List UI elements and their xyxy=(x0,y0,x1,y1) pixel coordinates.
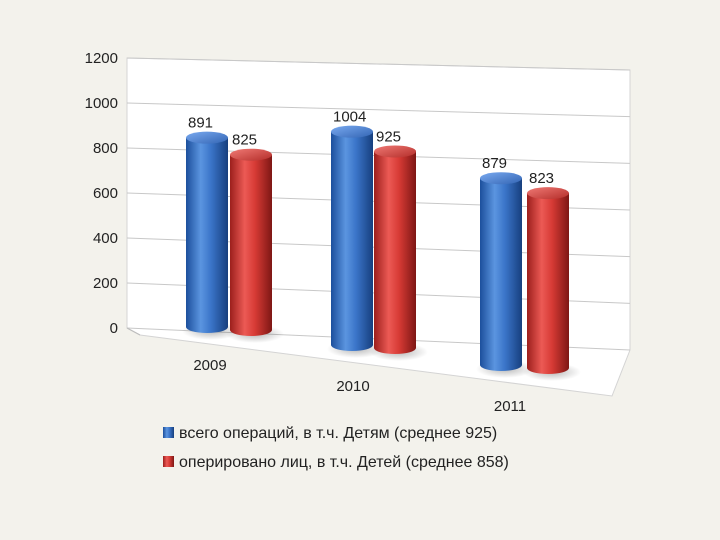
bar xyxy=(374,151,416,354)
legend-label: оперировано лиц, в т.ч. Детей (среднее 8… xyxy=(179,454,509,471)
data-label: 823 xyxy=(529,170,554,187)
bar xyxy=(527,193,569,374)
bar xyxy=(480,178,522,371)
y-tick-label: 800 xyxy=(93,140,118,157)
bar-top xyxy=(480,172,522,185)
bar-top xyxy=(374,145,416,158)
gridline xyxy=(126,57,631,71)
bar xyxy=(186,137,228,333)
bar-top xyxy=(527,187,569,200)
data-label: 825 xyxy=(232,132,257,149)
legend: всего операций, в т.ч. Детям (среднее 92… xyxy=(163,425,509,471)
gridline xyxy=(126,102,631,118)
bar-top xyxy=(186,131,228,144)
y-tick-label: 1200 xyxy=(85,50,118,67)
bar xyxy=(230,154,272,336)
data-label: 879 xyxy=(482,155,507,172)
data-label: 925 xyxy=(376,128,401,145)
x-tick-label: 2009 xyxy=(193,357,226,374)
data-label: 891 xyxy=(188,115,213,132)
bar xyxy=(331,131,373,351)
bar-top xyxy=(331,125,373,138)
bars xyxy=(182,125,581,381)
data-labels: 891 825 1004 925 879 823 xyxy=(188,109,554,187)
x-tick-label: 2011 xyxy=(494,398,526,415)
floor-edge xyxy=(126,327,141,336)
y-tick-label: 0 xyxy=(110,320,118,337)
y-axis-ticks: 0 200 400 600 800 1000 1200 xyxy=(85,50,118,337)
y-tick-label: 400 xyxy=(93,230,118,247)
y-tick-label: 1000 xyxy=(85,95,118,112)
x-axis-ticks: 2009 2010 2011 xyxy=(193,357,526,415)
y-tick-label: 200 xyxy=(93,275,118,292)
bar-top xyxy=(230,148,272,161)
legend-swatch xyxy=(163,456,174,467)
data-label: 1004 xyxy=(333,109,366,126)
x-tick-label: 2010 xyxy=(336,378,369,395)
legend-label: всего операций, в т.ч. Детям (среднее 92… xyxy=(179,425,497,442)
y-tick-label: 600 xyxy=(93,185,118,202)
legend-swatch xyxy=(163,427,174,438)
